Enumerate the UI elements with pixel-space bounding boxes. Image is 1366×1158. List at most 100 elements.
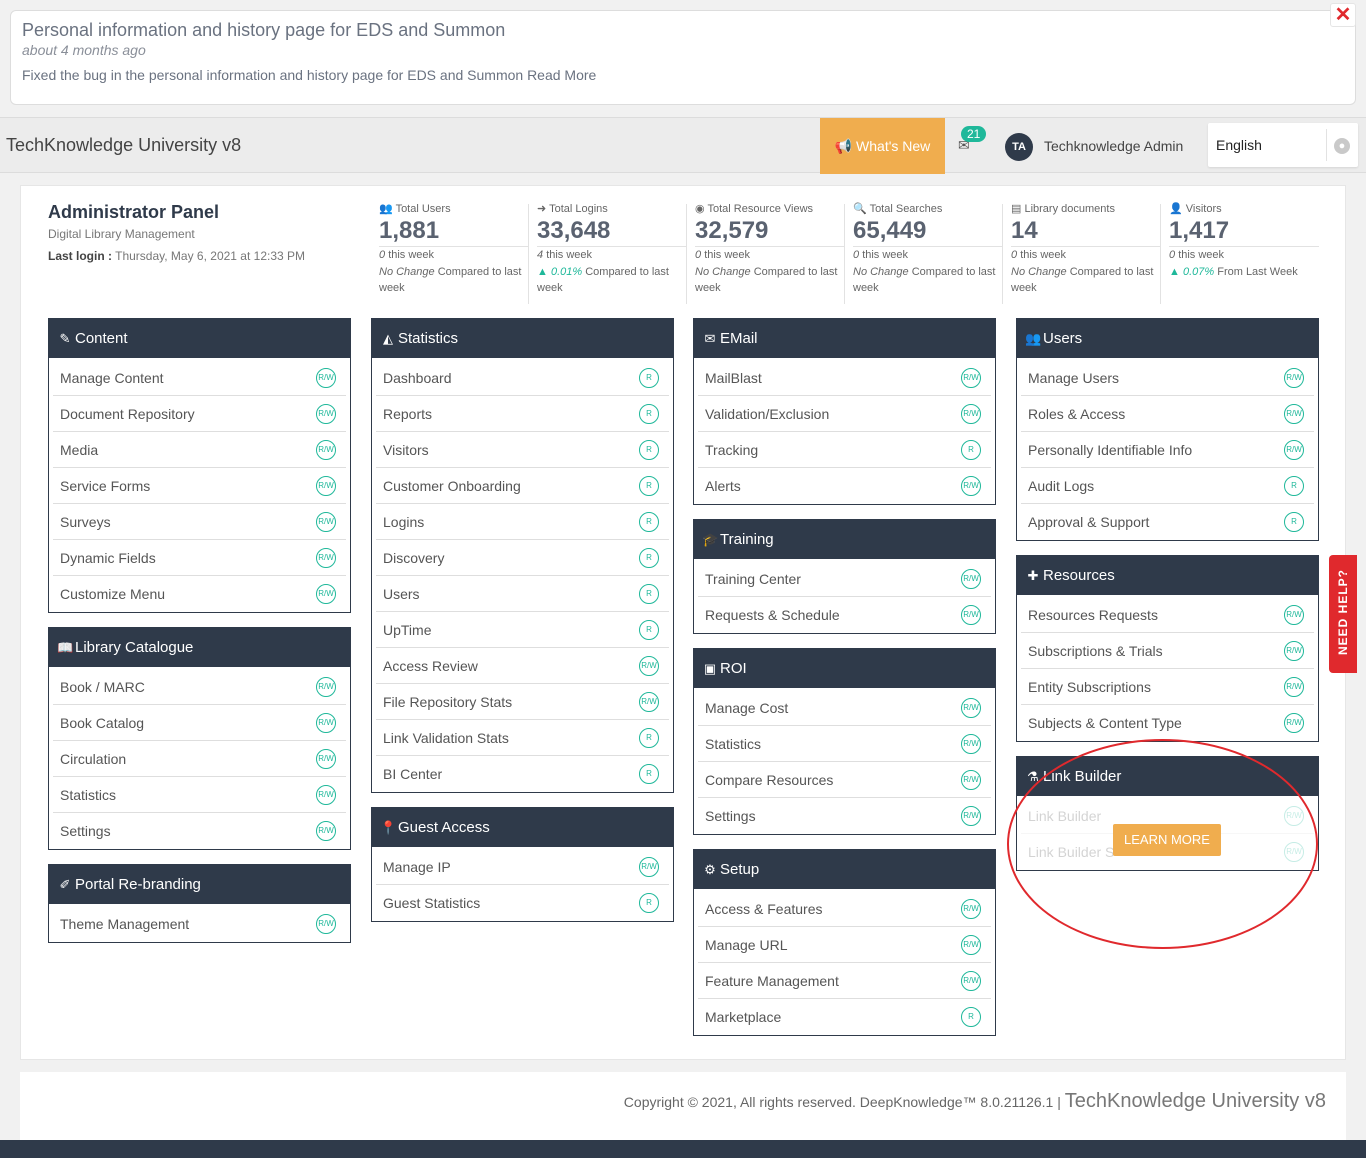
menu-item[interactable]: Requests & Schedule R/W — [698, 597, 991, 633]
menu-item[interactable]: Manage Cost R/W — [698, 690, 991, 726]
permission-badge: R/W — [1284, 368, 1304, 388]
stat-compare: 0.07% — [1182, 266, 1215, 278]
permission-badge: R — [639, 764, 659, 784]
permission-badge: R — [639, 893, 659, 913]
notification-body[interactable]: Fixed the bug in the personal informatio… — [22, 67, 597, 83]
user-name[interactable]: Techknowledge Admin — [1044, 138, 1184, 154]
menu-item[interactable]: Manage URL R/W — [698, 927, 991, 963]
menu-item[interactable]: Tracking R — [698, 432, 991, 468]
menu-item-label: Training Center — [705, 571, 801, 587]
stat-week-num: 0 — [1169, 249, 1176, 261]
menu-item[interactable]: Customer Onboarding R — [376, 468, 669, 504]
menu-item[interactable]: Discovery R — [376, 540, 669, 576]
menu-item[interactable]: Book / MARC R/W — [53, 669, 346, 705]
need-help-tab[interactable]: NEED HELP? — [1329, 555, 1357, 673]
card-title: Content — [75, 330, 128, 347]
menu-item-label: Users — [383, 586, 420, 602]
menu-item[interactable]: BI Center R — [376, 756, 669, 792]
menu-item[interactable]: Approval & Support R — [1021, 504, 1314, 540]
visitors-icon: 👤 — [1169, 203, 1183, 215]
menu-item[interactable]: Audit Logs R — [1021, 468, 1314, 504]
menu-item[interactable]: Roles & Access R/W — [1021, 396, 1314, 432]
copyright: Copyright © 2021, All rights reserved. D… — [623, 1094, 1061, 1110]
menu-item-label: MailBlast — [705, 370, 762, 386]
menu-item[interactable]: Manage IP R/W — [376, 849, 669, 885]
avatar[interactable]: TA — [1005, 133, 1033, 161]
whats-new-button[interactable]: 📢 What's New — [820, 118, 945, 174]
stat-total-logins: ➜ Total Logins 33,648 4 this week ▲ 0.01… — [537, 202, 687, 296]
stat-total-searches: 🔍 Total Searches 65,449 0 this week No C… — [853, 202, 1003, 296]
stat-week-num: 0 — [853, 249, 860, 261]
menu-item[interactable]: Media R/W — [53, 432, 346, 468]
menu-item[interactable]: Surveys R/W — [53, 504, 346, 540]
menu-item[interactable]: Alerts R/W — [698, 468, 991, 504]
menu-item[interactable]: Access Review R/W — [376, 648, 669, 684]
menu-item[interactable]: Customize Menu R/W — [53, 576, 346, 612]
menu-item[interactable]: Subjects & Content Type R/W — [1021, 705, 1314, 741]
permission-badge: R — [961, 440, 981, 460]
menu-item[interactable]: Document Repository R/W — [53, 396, 346, 432]
stat-week-num: 0 — [1011, 249, 1018, 261]
menu-item-label: Access Review — [383, 658, 478, 674]
menu-item[interactable]: Marketplace R — [698, 999, 991, 1035]
menu-item-label: BI Center — [383, 766, 443, 782]
menu-item[interactable]: Theme Management R/W — [53, 906, 346, 942]
language-divider — [1326, 129, 1327, 161]
permission-badge: R/W — [961, 605, 981, 625]
menu-item-label: Manage Users — [1028, 370, 1120, 386]
menu-item[interactable]: Link Validation Stats R — [376, 720, 669, 756]
menu-item[interactable]: Feature Management R/W — [698, 963, 991, 999]
menu-item[interactable]: UpTime R — [376, 612, 669, 648]
menu-item[interactable]: Service Forms R/W — [53, 468, 346, 504]
permission-badge: R/W — [961, 770, 981, 790]
menu-item[interactable]: Access & Features R/W — [698, 891, 991, 927]
menu-item[interactable]: Manage Users R/W — [1021, 360, 1314, 396]
login-icon: ➜ — [537, 203, 547, 215]
menu-item[interactable]: Dynamic Fields R/W — [53, 540, 346, 576]
menu-item-label: Media — [60, 442, 99, 458]
menu-item[interactable]: File Repository Stats R/W — [376, 684, 669, 720]
menu-item-label: Audit Logs — [1028, 478, 1095, 494]
menu-item[interactable]: Logins R — [376, 504, 669, 540]
language-select[interactable]: English ● — [1208, 123, 1358, 167]
menu-item[interactable]: Users R — [376, 576, 669, 612]
card-title: EMail — [720, 330, 758, 347]
menu-item[interactable]: Validation/Exclusion R/W — [698, 396, 991, 432]
menu-item-label: Roles & Access — [1028, 406, 1126, 422]
menu-item[interactable]: Personally Identifiable Info R/W — [1021, 432, 1314, 468]
menu-item[interactable]: Visitors R — [376, 432, 669, 468]
menu-item-label: UpTime — [383, 622, 432, 638]
menu-item[interactable]: Manage Content R/W — [53, 360, 346, 396]
card-roi: ▣ ROI Manage Cost R/W Statistics R/W Compare … — [693, 648, 996, 835]
menu-item[interactable]: Statistics R/W — [698, 726, 991, 762]
menu-item[interactable]: Subscriptions & Trials R/W — [1021, 633, 1314, 669]
menu-item[interactable]: Training Center R/W — [698, 561, 991, 597]
menu-item[interactable]: Guest Statistics R — [376, 885, 669, 921]
menu-item[interactable]: Entity Subscriptions R/W — [1021, 669, 1314, 705]
menu-item[interactable]: Dashboard R — [376, 360, 669, 396]
menu-item[interactable]: MailBlast R/W — [698, 360, 991, 396]
permission-badge: R — [639, 476, 659, 496]
menu-item[interactable]: Compare Resources R/W — [698, 762, 991, 798]
menu-item[interactable]: Reports R — [376, 396, 669, 432]
menu-item-label: Dynamic Fields — [60, 550, 156, 566]
menu-item-label: Surveys — [60, 514, 111, 530]
menu-item[interactable]: Settings R/W — [698, 798, 991, 834]
app-title: TechKnowledge University v8 — [6, 135, 242, 155]
menu-item[interactable]: Circulation R/W — [53, 741, 346, 777]
stat-total-resource-views: ◉ Total Resource Views 32,579 0 this wee… — [695, 202, 845, 296]
mail-icon[interactable]: ✉ — [958, 137, 970, 153]
close-icon[interactable]: ✕ — [1330, 3, 1356, 27]
menu-item[interactable]: Resources Requests R/W — [1021, 597, 1314, 633]
footer-brand: TechKnowledge University v8 — [1064, 1090, 1326, 1112]
book-icon: ▤ — [1011, 203, 1022, 215]
stat-week-num: 4 — [537, 249, 544, 261]
stat-label: Visitors — [1185, 203, 1222, 215]
menu-item-label: Book Catalog — [60, 715, 145, 731]
menu-item[interactable]: Settings R/W — [53, 813, 346, 849]
permission-badge: R/W — [639, 656, 659, 676]
menu-item[interactable]: Statistics R/W — [53, 777, 346, 813]
menu-item[interactable]: Book Catalog R/W — [53, 705, 346, 741]
menu-item-label: Approval & Support — [1028, 514, 1150, 530]
permission-badge: R/W — [639, 692, 659, 712]
